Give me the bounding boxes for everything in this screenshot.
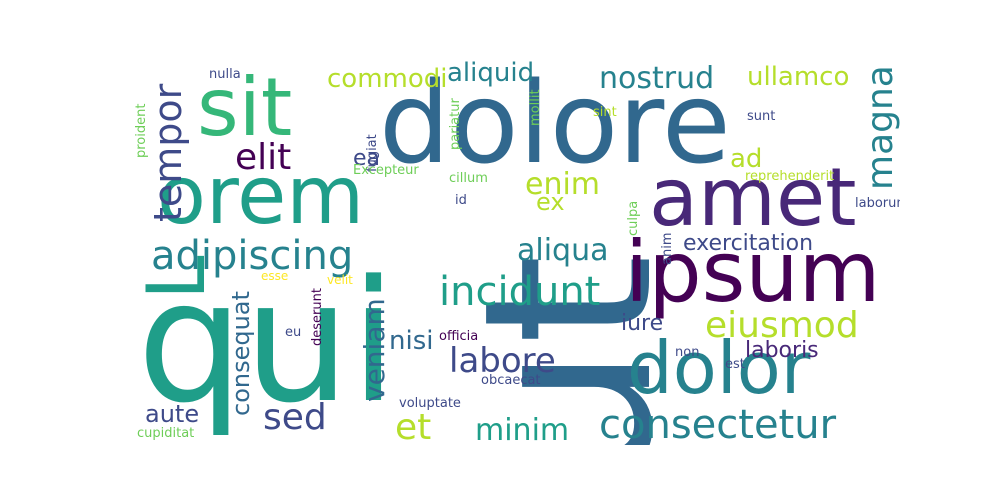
- word-nulla: nulla: [209, 67, 241, 82]
- word-non: non: [675, 345, 700, 360]
- word-elit: elit: [235, 137, 292, 178]
- word-laboris: laboris: [745, 338, 819, 363]
- word-consectetur: consectetur: [599, 402, 837, 445]
- word-cloud: ut L qui dolore orem sit amet ipsum dolo…: [125, 60, 900, 445]
- word-sunt: sunt: [747, 109, 776, 124]
- word-velit: velit: [327, 273, 353, 287]
- word-ad: ad: [730, 144, 763, 174]
- word-mollit: mollit: [528, 89, 543, 126]
- word-pariatur: pariatur: [448, 98, 463, 150]
- word-laborum: laborum: [855, 196, 900, 211]
- word-magna: magna: [860, 65, 900, 190]
- word-nostrud: nostrud: [599, 61, 715, 96]
- word-officia: officia: [439, 329, 479, 344]
- word-commodi: commodi: [327, 64, 448, 94]
- word-est: est: [725, 357, 745, 372]
- word-deserunt: deserunt: [310, 288, 325, 346]
- word-et: et: [395, 407, 432, 446]
- word-id: id: [455, 193, 467, 208]
- word-ullamco: ullamco: [747, 62, 850, 92]
- word-labore: labore: [449, 341, 556, 381]
- word-voluptate: voluptate: [399, 396, 461, 411]
- word-consequat: consequat: [227, 291, 255, 416]
- word-sed: sed: [263, 397, 327, 438]
- word-veniam: veniam: [358, 298, 391, 402]
- word-lorem: orem: [157, 149, 365, 242]
- word-excepteur: Excepteur: [353, 163, 419, 178]
- word-cupiditat: cupiditat: [137, 426, 195, 441]
- word-aute: aute: [145, 400, 200, 428]
- word-ea: ea: [353, 146, 381, 171]
- word-proident: proident: [134, 103, 149, 158]
- word-aliqua: aliqua: [517, 233, 609, 268]
- word-ipsum: ipsum: [625, 223, 881, 321]
- word-adipiscing: adipiscing: [151, 233, 354, 279]
- word-cillum: cillum: [449, 171, 488, 186]
- word-dolore: dolore: [379, 60, 731, 189]
- word-esse: esse: [261, 269, 289, 283]
- word-qui: qui: [137, 244, 397, 440]
- word-sit: sit: [197, 61, 293, 154]
- word-incidunt: incidunt: [439, 269, 601, 315]
- word-culpa: culpa: [626, 200, 641, 236]
- word-tempor: tempor: [146, 83, 190, 222]
- word-exercitation: exercitation: [683, 231, 814, 256]
- word-nisi: nisi: [389, 326, 434, 356]
- word-aliquid: aliquid: [447, 60, 535, 88]
- word-ex: ex: [536, 188, 565, 216]
- word-anim: anim: [660, 232, 675, 265]
- word-eiusmod: eiusmod: [705, 305, 859, 346]
- word-eu: eu: [285, 325, 302, 340]
- word-dolor: dolor: [627, 326, 811, 410]
- word-sint: sint: [593, 105, 617, 120]
- word-minim: minim: [475, 413, 570, 446]
- word-obcaecat: obcaecat: [481, 373, 541, 388]
- word-iure: iure: [621, 311, 664, 336]
- word-reprehenderit: reprehenderit: [745, 169, 835, 184]
- word-enim: enim: [525, 167, 601, 202]
- word-amet: amet: [649, 151, 857, 244]
